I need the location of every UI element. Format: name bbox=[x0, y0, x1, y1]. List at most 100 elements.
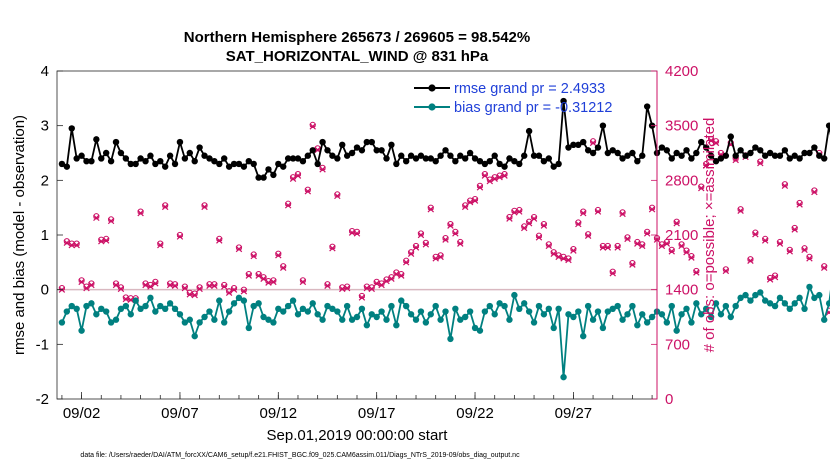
rmse-point bbox=[309, 147, 316, 154]
bias-point bbox=[742, 291, 749, 299]
bias-point bbox=[181, 319, 189, 326]
bias-point bbox=[255, 300, 262, 307]
obs-possible-point bbox=[747, 256, 754, 263]
bias-point bbox=[560, 373, 567, 381]
rmse-point bbox=[88, 158, 95, 165]
right-axis: 0 700 1400 2100 2800 3500 4200 bbox=[651, 63, 698, 408]
bias-point bbox=[216, 297, 223, 304]
rmse-point bbox=[688, 155, 695, 162]
obs-possible-point bbox=[417, 230, 425, 237]
obs-assimilated-point bbox=[757, 159, 764, 167]
rmse-point bbox=[781, 147, 789, 154]
bias-point bbox=[663, 319, 671, 326]
obs-possible-point bbox=[506, 213, 513, 221]
rmse-point bbox=[181, 155, 189, 162]
obs-possible-point bbox=[648, 204, 656, 211]
rmse-point bbox=[702, 144, 710, 151]
bias-point bbox=[176, 311, 184, 318]
y-right-tick-label: 4200 bbox=[665, 63, 698, 80]
obs-assimilated-point bbox=[442, 236, 449, 243]
rmse-point bbox=[83, 158, 90, 165]
y-left-tick-label: 2 bbox=[41, 172, 49, 189]
bias-point bbox=[727, 313, 734, 321]
obs-possible-point bbox=[535, 232, 543, 239]
obs-assimilated-point bbox=[673, 220, 680, 227]
obs-possible-point bbox=[191, 290, 198, 297]
bias-point bbox=[206, 308, 213, 315]
obs-assimilated-point bbox=[791, 226, 798, 233]
bias-point bbox=[752, 291, 759, 299]
bias-point bbox=[648, 313, 656, 321]
bias-point bbox=[289, 297, 297, 304]
rmse-point bbox=[486, 158, 493, 165]
obs-possible-point bbox=[240, 286, 247, 293]
obs-assimilated-point bbox=[747, 257, 754, 264]
bias-point bbox=[157, 302, 164, 310]
y-left-tick-label: -1 bbox=[36, 336, 49, 353]
bias-point bbox=[545, 305, 553, 312]
y-axis-right-label: # of obs: o=possible; ×=assimilated bbox=[701, 118, 718, 353]
obs-assimilated-point bbox=[225, 289, 233, 297]
x-tick-label: 09/17 bbox=[358, 405, 396, 422]
bias-point bbox=[737, 294, 744, 302]
obs-assimilated-point bbox=[201, 203, 208, 211]
obs-assimilated-point bbox=[157, 241, 164, 249]
rmse-point bbox=[501, 163, 508, 170]
bias-point bbox=[732, 302, 739, 310]
obs-possible-point bbox=[427, 204, 434, 211]
obs-assimilated-point bbox=[466, 198, 474, 206]
obs-assimilated-point bbox=[161, 203, 169, 211]
bias-point bbox=[343, 302, 351, 310]
obs-assimilated-point bbox=[260, 275, 267, 282]
obs-possible-point bbox=[78, 277, 85, 284]
bias-point bbox=[230, 300, 238, 307]
rmse-point bbox=[275, 160, 282, 168]
rmse-point bbox=[742, 152, 749, 159]
obs-possible-point bbox=[639, 241, 646, 248]
obs-assimilated-point bbox=[166, 281, 174, 289]
bias-point bbox=[132, 297, 139, 304]
obs-assimilated-point bbox=[471, 197, 479, 204]
bias-point bbox=[693, 300, 700, 307]
obs-possible-point bbox=[447, 220, 454, 228]
rmse-point bbox=[412, 155, 420, 162]
rmse-point bbox=[589, 149, 597, 157]
rmse-point bbox=[324, 147, 331, 154]
obs-assimilated-point bbox=[289, 175, 297, 182]
obs-assimilated-point bbox=[516, 208, 523, 215]
bias-point bbox=[506, 316, 513, 323]
bias-point bbox=[521, 300, 528, 307]
obs-assimilated-point bbox=[235, 245, 243, 253]
bias-point bbox=[161, 305, 169, 312]
rmse-point bbox=[594, 144, 602, 151]
rmse-point bbox=[481, 160, 489, 168]
rmse-point bbox=[166, 152, 174, 159]
rmse-point bbox=[722, 152, 730, 159]
obs-assimilated-point bbox=[275, 252, 282, 259]
obs-assimilated-point bbox=[393, 270, 400, 278]
y-left-tick-label: 3 bbox=[41, 118, 49, 135]
rmse-point bbox=[747, 149, 754, 157]
rmse-point bbox=[334, 155, 341, 162]
obs-assimilated-point bbox=[540, 222, 548, 229]
rmse-point bbox=[614, 149, 621, 157]
rmse-point bbox=[575, 141, 582, 148]
obs-possible-point bbox=[545, 241, 552, 248]
obs-assimilated-point bbox=[147, 283, 154, 290]
bias-point bbox=[93, 311, 100, 318]
obs-assimilated-point bbox=[93, 214, 100, 222]
y-right-tick-label: 700 bbox=[665, 336, 690, 353]
rmse-point bbox=[599, 122, 607, 129]
obs-assimilated-point bbox=[348, 229, 356, 236]
obs-assimilated-point bbox=[580, 209, 587, 217]
bias-point bbox=[398, 297, 405, 304]
rmse-point bbox=[265, 166, 272, 173]
rmse-point bbox=[225, 163, 233, 170]
obs-assimilated-point bbox=[668, 248, 675, 255]
obs-possible-point bbox=[221, 281, 228, 289]
bias-point bbox=[152, 308, 159, 315]
bias-point bbox=[565, 311, 572, 318]
rmse-point bbox=[402, 158, 410, 165]
rmse-point bbox=[461, 155, 469, 162]
obs-possible-point bbox=[299, 277, 307, 284]
